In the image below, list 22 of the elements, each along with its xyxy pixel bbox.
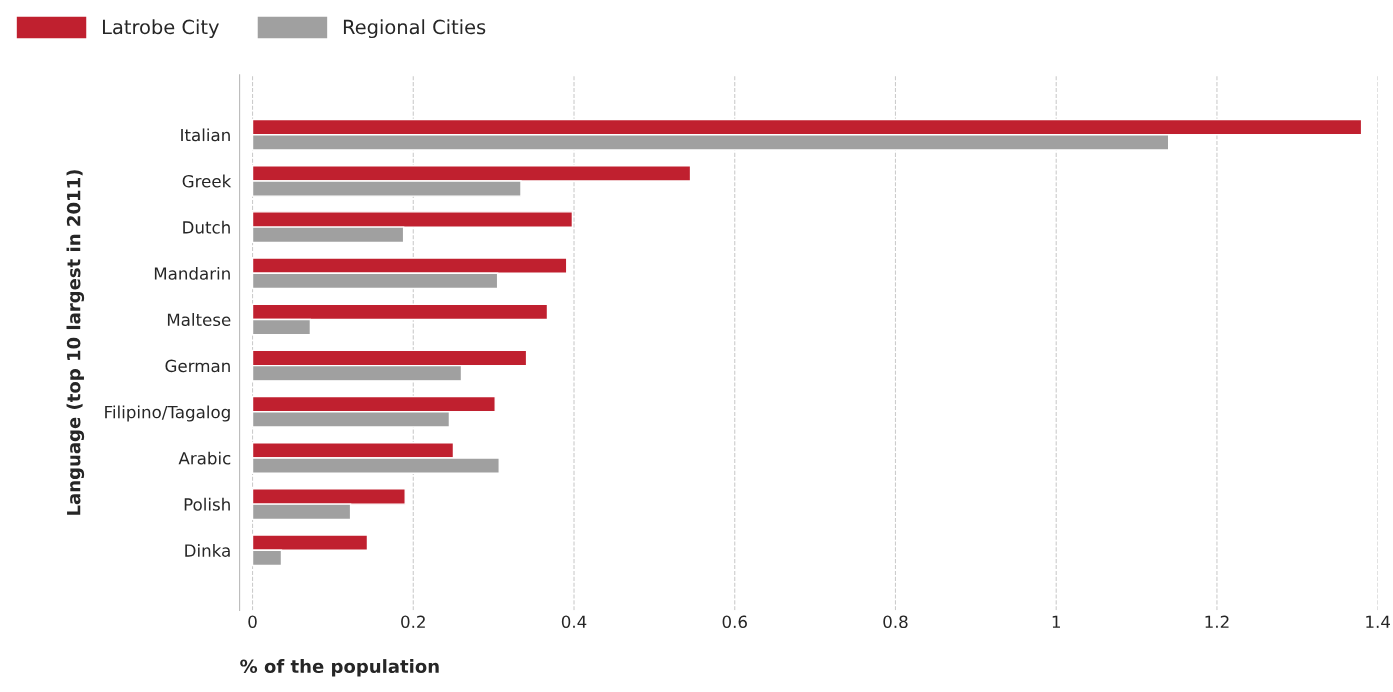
y-tick-label: Maltese xyxy=(167,313,231,327)
x-tick-label: 1.2 xyxy=(1205,615,1229,628)
y-tick-label: Greek xyxy=(182,174,232,188)
x-tick-label: 0.6 xyxy=(722,615,747,629)
x-tick-label: 0 xyxy=(248,615,257,629)
legend-label: Latrobe City xyxy=(103,19,219,39)
y-tick-label: Dutch xyxy=(183,220,230,234)
x-tick-label: 0.8 xyxy=(883,615,908,629)
legend-label: Regional Cities xyxy=(343,19,486,39)
y-axis-title: Language (top 10 largest in 2011) xyxy=(66,170,85,515)
x-tick-label: 0.2 xyxy=(401,615,425,629)
y-tick-label: Filipino/Tagalog xyxy=(105,405,230,422)
y-tick-label: German xyxy=(165,359,230,373)
y-tick-label: Arabic xyxy=(178,451,231,465)
y-tick-label: Italian xyxy=(181,128,230,142)
x-tick-label: 1 xyxy=(1052,615,1060,628)
x-tick-label: 0.4 xyxy=(561,615,587,629)
y-tick-label: Polish xyxy=(184,497,230,511)
y-tick-label: Dinka xyxy=(185,543,230,557)
x-axis-title: % of the population xyxy=(240,659,439,677)
y-tick-label: Mandarin xyxy=(154,266,230,280)
x-tick-label: 1.4 xyxy=(1366,615,1390,628)
